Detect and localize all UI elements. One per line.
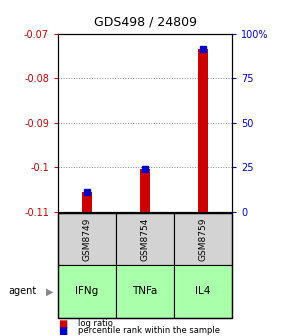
Text: ■: ■ [58,319,67,329]
Bar [198,49,208,212]
Text: ▶: ▶ [46,287,53,296]
Text: percentile rank within the sample: percentile rank within the sample [78,327,220,335]
Text: IFNg: IFNg [75,287,99,296]
Text: IL4: IL4 [195,287,211,296]
Bar [82,192,92,212]
Text: GDS498 / 24809: GDS498 / 24809 [93,15,197,28]
Bar [140,169,150,212]
Text: GSM8759: GSM8759 [198,218,208,261]
Text: TNFa: TNFa [132,287,158,296]
Text: GSM8749: GSM8749 [82,218,92,261]
Text: GSM8754: GSM8754 [140,218,150,261]
Text: log ratio: log ratio [78,319,113,328]
Text: ■: ■ [58,326,67,336]
Text: agent: agent [9,287,37,296]
